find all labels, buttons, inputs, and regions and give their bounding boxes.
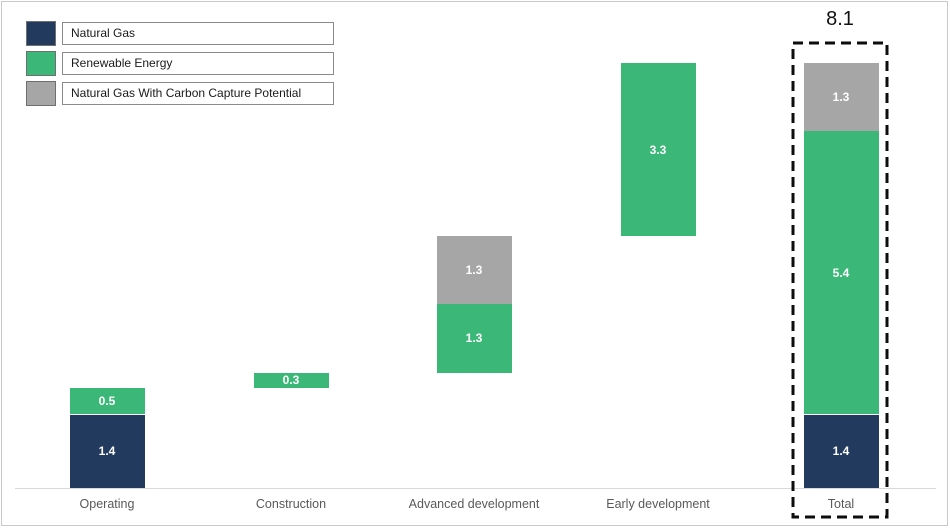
bar-segment-advanced-development-natural-gas-with-carbon-capture-potential: 1.3 bbox=[436, 236, 512, 305]
x-axis-line bbox=[15, 488, 936, 489]
legend-label-renewable-energy: Renewable Energy bbox=[62, 51, 334, 75]
bar-segment-advanced-development-renewable-energy: 1.3 bbox=[436, 304, 512, 373]
bar-segment-operating-renewable-energy: 0.5 bbox=[69, 388, 145, 415]
x-axis-label-construction: Construction bbox=[255, 497, 327, 511]
legend-label-natural-gas-with-carbon-capture-potential: Natural Gas With Carbon Capture Potentia… bbox=[62, 81, 334, 105]
legend-swatch-renewable-energy bbox=[26, 50, 56, 76]
legend-swatch-natural-gas bbox=[26, 20, 56, 46]
x-axis-label-total: Total bbox=[827, 497, 855, 511]
legend: Natural Gas Renewable Energy Natural Gas W… bbox=[26, 20, 334, 106]
total-annotation: 8.1 bbox=[826, 8, 854, 30]
bar-segment-total-natural-gas-with-carbon-capture-potential: 1.3 bbox=[803, 63, 879, 132]
x-axis-label-early-development: Early development bbox=[606, 497, 710, 511]
x-axis-label-operating: Operating bbox=[79, 497, 135, 511]
bar-segment-operating-natural-gas: 1.4 bbox=[69, 414, 145, 488]
bar-segment-total-natural-gas: 1.4 bbox=[803, 414, 879, 488]
legend-swatch-natural-gas-with-carbon-capture-potential bbox=[26, 80, 56, 106]
legend-row-renewable-energy: Renewable Energy bbox=[26, 50, 334, 76]
legend-label-natural-gas: Natural Gas bbox=[62, 21, 334, 45]
x-axis-label-advanced-development: Advanced development bbox=[408, 497, 540, 511]
legend-row-natural-gas: Natural Gas bbox=[26, 20, 334, 46]
bar-segment-total-renewable-energy: 5.4 bbox=[803, 131, 879, 415]
legend-row-natural-gas-with-carbon-capture-potential: Natural Gas With Carbon Capture Potentia… bbox=[26, 80, 334, 106]
bar-segment-early-development-renewable-energy: 3.3 bbox=[620, 63, 696, 237]
bar-segment-construction-renewable-energy: 0.3 bbox=[253, 372, 329, 389]
